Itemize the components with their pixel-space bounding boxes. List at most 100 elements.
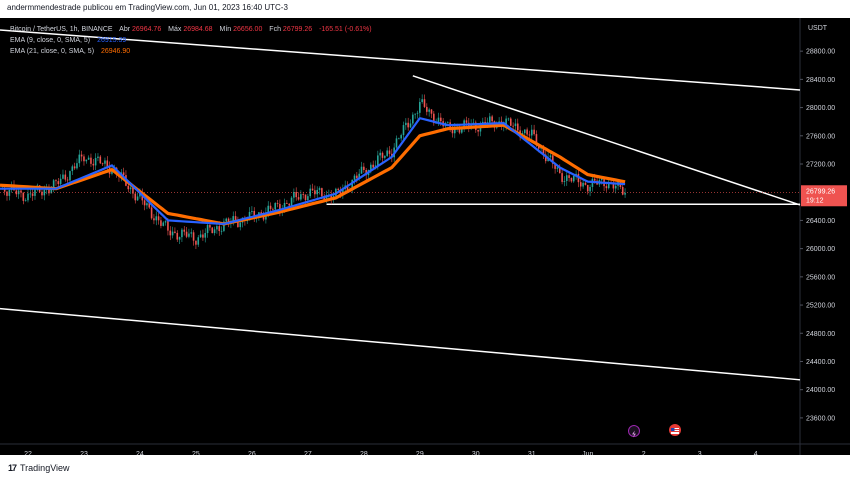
chart-frame[interactable]: USDT 28800.00 28400.00 28000.00 27600.00 2720… xyxy=(0,18,850,455)
candle-body xyxy=(528,134,531,136)
price-tick-label-2: 28000.00 xyxy=(806,105,835,112)
legend-low-value: 26656.00 xyxy=(233,26,263,33)
candle-body xyxy=(199,234,202,238)
price-tick-label-12: 23600.00 xyxy=(806,415,835,422)
price-tick-label-5: 26400.00 xyxy=(806,218,835,225)
candle-body xyxy=(176,232,179,240)
candle-body xyxy=(99,156,102,164)
candle-body xyxy=(157,216,160,221)
candle-body xyxy=(416,112,419,114)
candle-body xyxy=(87,157,90,160)
candle-body xyxy=(544,154,547,162)
candle-body xyxy=(488,116,491,123)
legend-close-value: 26799.26 xyxy=(282,26,313,33)
candle-body xyxy=(73,166,76,169)
candle-body xyxy=(614,185,617,189)
candle-body xyxy=(272,208,274,210)
publisher-bar: andermmendestrade publicou em TradingVie… xyxy=(0,0,850,18)
candle-body xyxy=(551,155,554,164)
candle-body xyxy=(216,226,218,230)
tradingview-brand: TradingView xyxy=(20,463,70,473)
time-tick-label-13: 4 xyxy=(754,451,758,455)
candle-body xyxy=(269,205,272,209)
candle-body xyxy=(433,113,435,124)
candle-body xyxy=(52,180,55,190)
candle-body xyxy=(582,182,584,187)
candle-body xyxy=(78,154,81,164)
candle-body xyxy=(356,175,358,179)
candle-body xyxy=(197,237,200,245)
candle-body xyxy=(556,167,559,169)
candle-body xyxy=(129,187,132,190)
candle-body xyxy=(71,166,74,172)
candle-body xyxy=(101,163,104,165)
candle-body xyxy=(395,138,398,148)
candle-body xyxy=(579,182,582,187)
tradingview-logo[interactable]: 17 TradingView xyxy=(8,463,70,473)
tradingview-mark-icon: 17 xyxy=(8,463,17,473)
candle-body xyxy=(167,221,169,231)
candle-body xyxy=(267,205,270,213)
candle-body xyxy=(537,145,540,149)
candle-body xyxy=(491,116,493,122)
candle-body xyxy=(162,222,165,226)
candle-body xyxy=(225,218,228,222)
candle-body xyxy=(440,117,442,122)
candle-body xyxy=(428,109,430,112)
candle-body xyxy=(169,230,172,236)
candle-body xyxy=(461,128,463,133)
candle-body xyxy=(605,186,608,189)
price-tick-label-7: 25600.00 xyxy=(806,274,835,281)
legend-ema9-row[interactable]: EMA (9, close, 0, SMA, 5) 26915.39 xyxy=(10,35,372,46)
legend-ema9-label: EMA (9, close, 0, SMA, 5) xyxy=(10,37,91,44)
candle-body xyxy=(286,202,288,204)
candle-body xyxy=(533,129,535,135)
candle-body xyxy=(80,154,83,157)
candle-body xyxy=(325,194,328,201)
candle-body xyxy=(388,150,391,154)
legend-ema9-value: 26915.39 xyxy=(97,37,127,44)
candle-body xyxy=(565,175,568,181)
lightning-icon[interactable] xyxy=(628,425,640,438)
candle-body xyxy=(188,233,190,237)
trendline-2 xyxy=(412,75,801,206)
us-flag-icon[interactable] xyxy=(669,424,681,436)
candle-body xyxy=(288,203,291,206)
candle-body xyxy=(307,196,309,201)
time-tick-label-2: 24 xyxy=(136,451,144,455)
candle-body xyxy=(514,123,517,127)
candle-body xyxy=(97,156,99,158)
candle-body xyxy=(409,123,412,128)
countdown-label: 19:12 xyxy=(806,197,824,204)
trendline-1 xyxy=(0,307,801,381)
candle-body xyxy=(227,218,230,224)
candle-body xyxy=(402,125,405,136)
time-tick-label-12: 3 xyxy=(698,451,702,455)
time-tick-label-11: 2 xyxy=(642,451,646,455)
candle-body xyxy=(248,211,251,221)
price-tick-label-0: 28800.00 xyxy=(806,49,835,56)
time-tick-label-6: 28 xyxy=(360,451,368,455)
candle-body xyxy=(31,193,34,196)
candle-body xyxy=(377,155,379,166)
candle-body xyxy=(586,184,589,192)
price-tick-label-4: 27200.00 xyxy=(806,162,835,169)
legend-ohlc-row: Bitcoin / TetherUS, 1h, BINANCE Abr 2696… xyxy=(10,24,372,35)
candle-body xyxy=(136,196,139,201)
legend-symbol[interactable]: Bitcoin / TetherUS, 1h, BINANCE xyxy=(10,26,113,33)
candle-body xyxy=(206,225,209,234)
price-chart[interactable]: USDT 28800.00 28400.00 28000.00 27600.00 2720… xyxy=(0,18,850,455)
candle-body xyxy=(360,166,363,174)
legend-open-label: Abr xyxy=(119,26,131,33)
candle-body xyxy=(400,135,402,139)
candle-body xyxy=(339,189,342,194)
candle-body xyxy=(384,155,386,158)
legend-ema21-row[interactable]: EMA (21, close, 0, SMA, 5) 26946.90 xyxy=(10,46,372,57)
candle-body xyxy=(59,178,62,185)
candle-body xyxy=(160,220,162,226)
candle-body xyxy=(146,203,148,206)
candle-body xyxy=(279,203,281,212)
candle-body xyxy=(83,156,85,162)
candle-body xyxy=(530,129,533,136)
candle-body xyxy=(297,197,300,200)
